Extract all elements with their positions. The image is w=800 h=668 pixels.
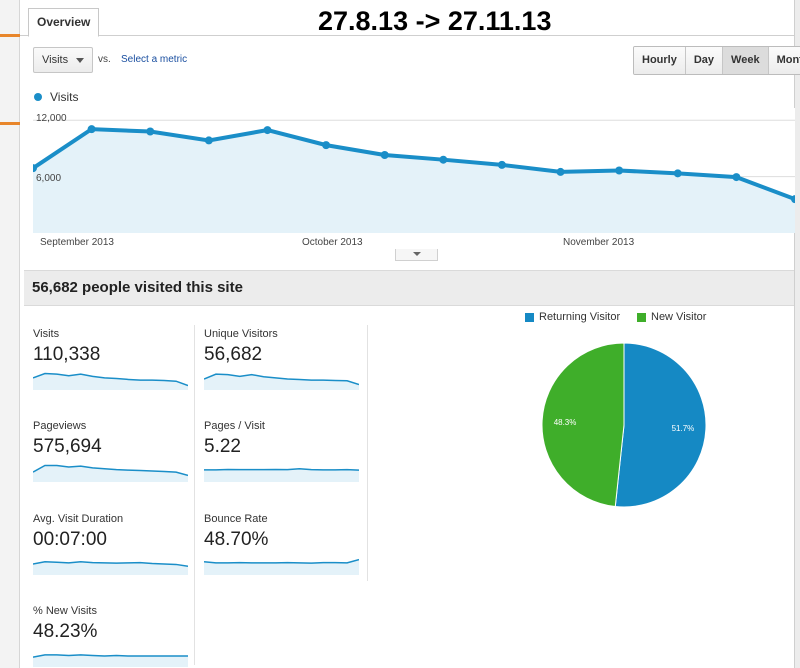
divider	[194, 325, 195, 665]
metric-sparkline	[204, 558, 359, 575]
visits-data-point	[439, 155, 448, 164]
sidebar-accent	[0, 34, 20, 37]
pie-legend-label: Returning Visitor	[539, 311, 621, 323]
metric-label: Pages / Visit	[204, 420, 265, 432]
metric-value: 110,338	[33, 344, 101, 365]
metric-value: 5.22	[204, 436, 241, 457]
metric-label: Avg. Visit Duration	[33, 513, 124, 525]
metric-label: Pageviews	[33, 420, 87, 432]
y-tick-label: 12,000	[36, 113, 67, 124]
visits-data-point	[146, 127, 155, 136]
metric-sparkline	[204, 373, 359, 390]
visits-series-line	[31, 127, 796, 202]
visits-data-point	[497, 160, 506, 169]
visits-chart-svg	[29, 108, 799, 233]
metric-bounce-rate: Bounce Rate 48.70%	[204, 513, 374, 575]
granularity-day-button[interactable]: Day	[684, 47, 723, 74]
metric-dropdown-value: Visits	[42, 54, 69, 66]
visits-data-point	[673, 169, 682, 178]
metric-pageviews: Pageviews 575,694	[33, 420, 203, 482]
metric-visits: Visits 110,338	[33, 328, 203, 390]
visits-data-point	[556, 167, 565, 176]
pie-legend-new: New Visitor	[637, 311, 706, 323]
metric-sparkline	[33, 464, 188, 482]
pie-slice-label: 51.7%	[672, 424, 695, 433]
metric-unique-visitors: Unique Visitors 56,682	[204, 328, 374, 390]
pie-legend-returning: Returning Visitor	[525, 311, 620, 323]
visitor-type-pie-chart: 51.7% 48.3%	[541, 342, 707, 508]
visits-data-point	[87, 125, 96, 134]
visits-legend-label: Visits	[50, 90, 79, 104]
metric-value: 575,694	[33, 436, 102, 457]
sparkline-line	[33, 654, 188, 658]
sparkline-fill	[33, 654, 188, 667]
vs-label: vs.	[98, 54, 111, 65]
returning-visitor-marker	[525, 312, 534, 322]
metric-sparkline	[33, 654, 188, 667]
visits-data-point	[732, 173, 741, 182]
visits-legend-marker	[34, 93, 42, 101]
pie-slice-new-visitor	[541, 342, 625, 508]
sparkline-fill	[33, 561, 188, 575]
pie-legend-label: New Visitor	[651, 311, 707, 323]
divider	[367, 325, 368, 581]
sparkline-line	[33, 561, 188, 567]
metric-sparkline	[204, 468, 359, 482]
chart-legend: Visits	[34, 90, 78, 104]
pie-slice-label: 48.3%	[554, 418, 577, 427]
y-tick-label: 6,000	[36, 173, 62, 184]
sparkline-line	[204, 468, 359, 471]
pie-slice-returning-visitor	[614, 342, 707, 508]
metric-value: 56,682	[204, 344, 263, 365]
metric-label: Unique Visitors	[204, 328, 278, 340]
granularity-toggle: Hourly Day Week Month	[633, 46, 800, 75]
sparkline-fill	[204, 468, 359, 482]
sidebar-accent	[0, 122, 20, 125]
sparkline-fill	[204, 559, 359, 575]
visits-data-point	[322, 141, 331, 150]
visits-chart	[29, 108, 799, 258]
metric-dropdown[interactable]: Visits	[33, 47, 93, 73]
x-tick-label: November 2013	[563, 237, 635, 248]
granularity-hourly-button[interactable]: Hourly	[634, 47, 685, 74]
visits-data-point	[204, 136, 213, 145]
metric-value: 48.70%	[204, 529, 269, 550]
sparkline-line	[33, 464, 188, 477]
sparkline-fill	[33, 465, 188, 482]
sparkline-line	[204, 373, 359, 386]
visits-data-point	[380, 150, 389, 159]
metric-sparkline	[33, 561, 188, 575]
sparkline-fill	[33, 373, 188, 390]
chevron-down-icon	[76, 58, 84, 63]
metric-new-visits-percent: % New Visits 48.23%	[33, 605, 203, 667]
collapse-chart-toggle[interactable]	[395, 249, 438, 261]
granularity-week-button[interactable]: Week	[722, 47, 768, 74]
granularity-month-button[interactable]: Month	[767, 47, 800, 74]
new-visitor-marker	[637, 312, 646, 322]
sparkline-line	[204, 558, 359, 564]
summary-headline: 56,682 people visited this site	[24, 270, 794, 306]
sparkline-fill	[204, 374, 359, 390]
metric-pages-per-visit: Pages / Visit 5.22	[204, 420, 374, 482]
tab-bar: Overview	[20, 0, 794, 37]
x-tick-label: September 2013	[40, 237, 114, 248]
metric-value: 00:07:00	[33, 529, 107, 550]
sparkline-line	[33, 372, 188, 387]
date-range-annotation: 27.8.13 -> 27.11.13	[318, 6, 552, 36]
visits-data-point	[615, 166, 624, 175]
scrollbar[interactable]	[794, 0, 800, 668]
select-metric-link[interactable]: Select a metric	[121, 54, 188, 65]
left-sidebar-strip	[0, 0, 20, 668]
x-tick-label: October 2013	[302, 237, 363, 248]
metric-avg-visit-duration: Avg. Visit Duration 00:07:00	[33, 513, 203, 575]
visits-data-point	[263, 126, 272, 135]
metric-label: % New Visits	[33, 605, 97, 617]
metric-sparkline	[33, 372, 188, 390]
metric-label: Visits	[33, 328, 60, 340]
metric-label: Bounce Rate	[204, 513, 268, 525]
tab-overview[interactable]: Overview	[28, 8, 100, 37]
visits-area-fill	[33, 129, 795, 233]
metric-value: 48.23%	[33, 621, 98, 642]
chevron-down-icon	[413, 252, 421, 256]
